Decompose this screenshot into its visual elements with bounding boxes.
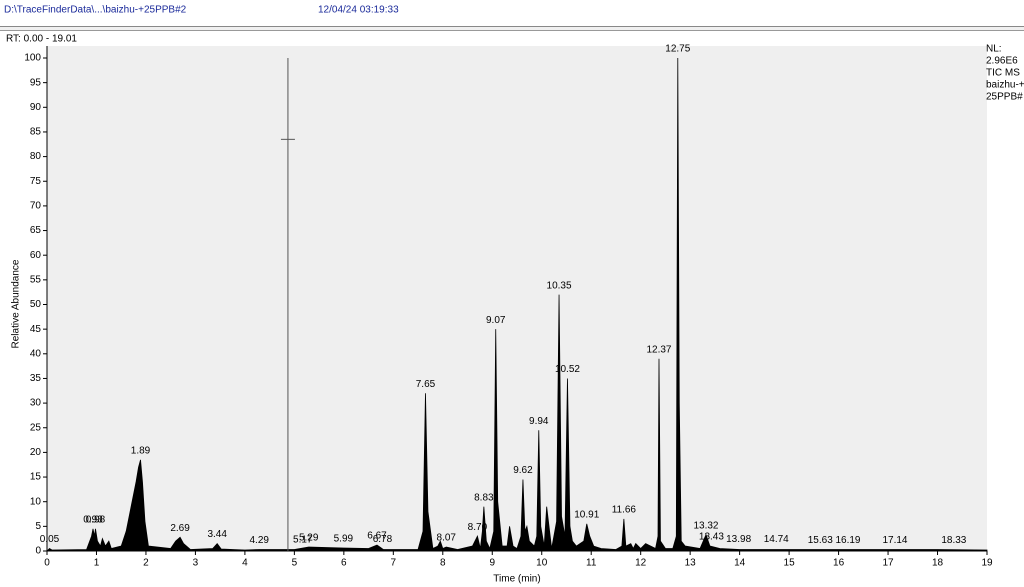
x-axis-label: Time (min) — [493, 574, 540, 585]
y-tick-label: 20 — [30, 447, 42, 458]
range-label: RT: 0.00 - 19.01 — [6, 34, 77, 45]
info-line: 2.96E6 — [986, 56, 1018, 67]
peak-label: 16.19 — [835, 535, 860, 546]
x-tick-label: 18 — [932, 558, 944, 569]
peak-label: 15.63 — [808, 535, 833, 546]
y-tick-label: 95 — [30, 77, 42, 88]
peak-label: 9.94 — [529, 416, 549, 427]
y-tick-label: 5 — [35, 521, 41, 532]
timestamp: 12/04/24 03:19:33 — [318, 5, 399, 16]
x-tick-label: 13 — [685, 558, 697, 569]
x-tick-label: 6 — [341, 558, 347, 569]
peak-label: 8.83 — [474, 492, 494, 503]
peak-label: 1.89 — [131, 445, 151, 456]
peak-label: 0.93 — [83, 514, 103, 525]
peak-label: 10.91 — [574, 510, 599, 521]
y-tick-label: 80 — [30, 151, 42, 162]
y-tick-label: 70 — [30, 201, 42, 212]
info-line: TIC MS — [986, 68, 1020, 79]
peak-label: 8.07 — [437, 533, 457, 544]
y-tick-label: 60 — [30, 250, 42, 261]
peak-label: 4.29 — [250, 535, 270, 546]
peak-label: 7.65 — [416, 379, 436, 390]
x-tick-label: 10 — [536, 558, 548, 569]
file-path: D:\TraceFinderData\...\baizhu-+25PPB#2 — [4, 5, 187, 16]
peak-label: 3.44 — [207, 529, 227, 540]
y-axis-label: Relative Abundance — [11, 259, 22, 348]
plot-area — [47, 46, 987, 551]
peak-label: 9.62 — [513, 465, 533, 476]
y-tick-label: 50 — [30, 299, 42, 310]
peak-label: 8.70 — [468, 522, 488, 533]
info-line: NL: — [986, 44, 1002, 55]
peak-label: 2.69 — [170, 523, 190, 534]
peak-label: 0.05 — [40, 534, 60, 545]
peak-label: 6.78 — [373, 534, 393, 545]
x-tick-label: 0 — [44, 558, 50, 569]
y-tick-label: 45 — [30, 324, 42, 335]
x-tick-label: 15 — [784, 558, 796, 569]
peak-label: 17.14 — [882, 535, 907, 546]
x-tick-label: 9 — [489, 558, 495, 569]
peak-label: 13.43 — [699, 532, 724, 543]
trace — [46, 57, 988, 552]
x-tick-label: 1 — [94, 558, 100, 569]
y-tick-label: 25 — [30, 422, 42, 433]
y-tick-label: 55 — [30, 274, 42, 285]
peak-label: 5.29 — [299, 533, 319, 544]
info-line: 25PPB# — [986, 92, 1023, 103]
peak-label: 18.33 — [941, 535, 966, 546]
x-tick-label: 12 — [635, 558, 647, 569]
y-tick-label: 75 — [30, 176, 42, 187]
x-tick-label: 3 — [193, 558, 199, 569]
x-tick-label: 11 — [586, 558, 597, 569]
peak-label: 12.75 — [665, 44, 690, 55]
y-tick-label: 90 — [30, 102, 42, 113]
x-tick-label: 14 — [734, 558, 746, 569]
peak-label: 9.07 — [486, 315, 506, 326]
x-tick-label: 5 — [292, 558, 298, 569]
peak-label: 13.32 — [693, 520, 718, 531]
peak-label: 11.66 — [612, 505, 637, 516]
y-tick-label: 10 — [30, 496, 42, 507]
y-tick-label: 85 — [30, 127, 42, 138]
header-bar — [0, 0, 1024, 26]
peak-label: 5.17 — [293, 535, 313, 546]
x-tick-label: 17 — [882, 558, 894, 569]
y-tick-label: 100 — [24, 53, 41, 64]
y-tick-label: 40 — [30, 348, 42, 359]
peak-label: 5.99 — [334, 534, 354, 545]
x-tick-label: 16 — [833, 558, 845, 569]
info-line: baizhu-+ — [986, 80, 1024, 91]
y-tick-label: 0 — [35, 546, 41, 557]
x-tick-label: 8 — [440, 558, 446, 569]
peak-label: 12.37 — [646, 344, 671, 355]
peak-label: 10.52 — [555, 364, 580, 375]
peak-label: 10.35 — [547, 280, 572, 291]
peak-label: 6.67 — [367, 531, 387, 542]
peak-label: 0.98 — [86, 514, 106, 525]
x-tick-label: 4 — [242, 558, 248, 569]
x-tick-label: 19 — [981, 558, 993, 569]
y-tick-label: 15 — [30, 472, 42, 483]
x-tick-label: 2 — [143, 558, 149, 569]
y-tick-label: 65 — [30, 225, 42, 236]
x-tick-label: 7 — [391, 558, 397, 569]
y-tick-label: 30 — [30, 398, 42, 409]
peak-label: 14.74 — [764, 534, 789, 545]
peak-label: 13.98 — [726, 534, 751, 545]
y-tick-label: 35 — [30, 373, 42, 384]
